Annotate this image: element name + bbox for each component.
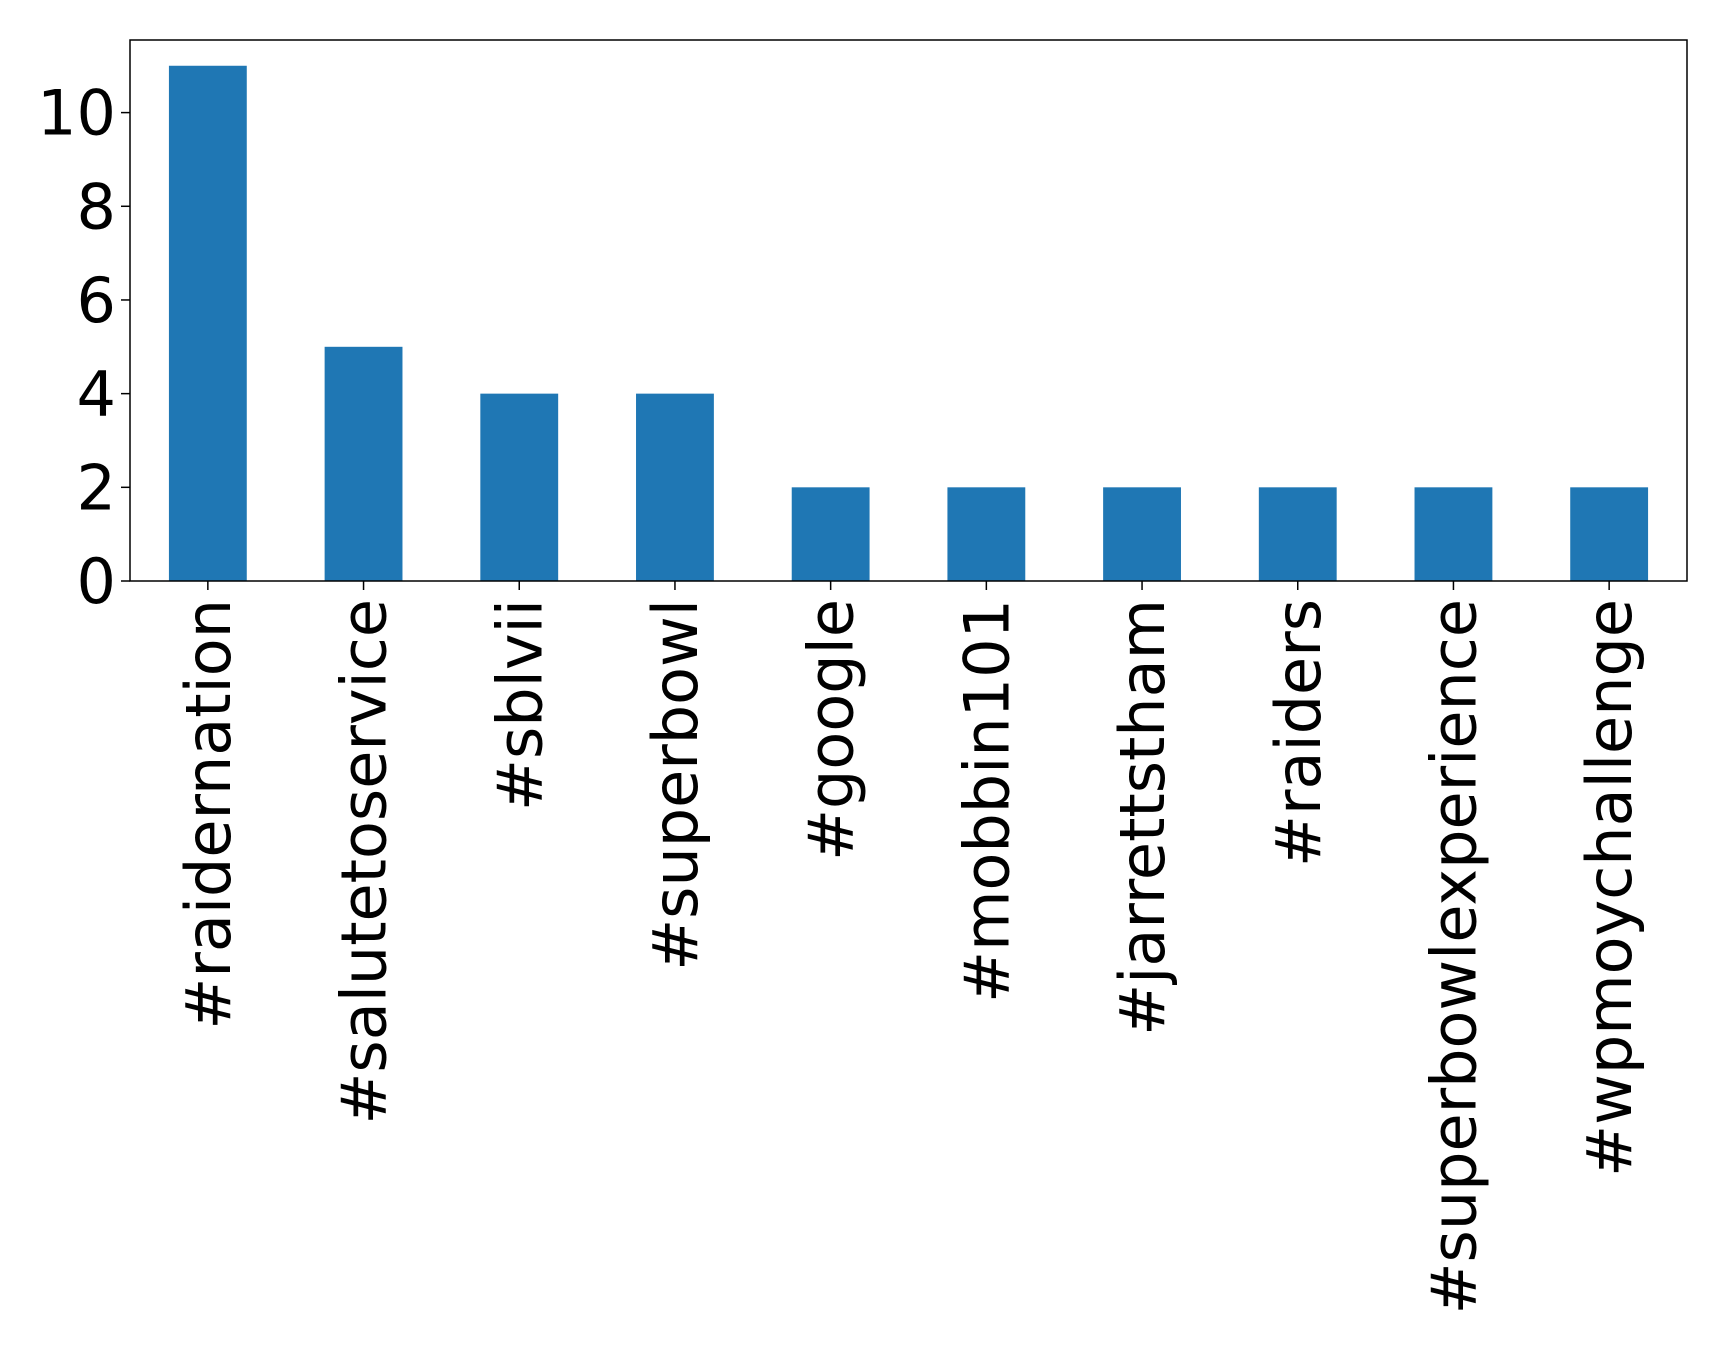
bar — [324, 346, 403, 581]
y-tick-label: 6 — [77, 264, 116, 337]
bar — [1258, 487, 1337, 581]
x-tick-label: #salutetoservice — [328, 599, 401, 1125]
x-tick-label: #superbowl — [639, 599, 712, 971]
y-tick-label: 2 — [77, 451, 116, 524]
x-tick-label: #jarrettstham — [1106, 599, 1179, 1036]
y-tick-label: 4 — [77, 358, 116, 431]
bar — [480, 393, 559, 581]
x-tick-label: #raidernation — [172, 599, 245, 1030]
y-tick-label: 0 — [77, 545, 116, 618]
x-tick-label: #google — [795, 599, 868, 861]
bar — [1103, 487, 1181, 581]
y-tick-label: 10 — [37, 77, 116, 150]
bar — [636, 393, 714, 581]
bar — [168, 65, 247, 581]
bar — [1414, 487, 1493, 581]
bar — [947, 487, 1026, 581]
x-tick-label: #superbowlexperience — [1417, 599, 1490, 1314]
x-tick-label: #mobbin101 — [950, 599, 1023, 1003]
bar — [1570, 487, 1649, 581]
x-tick-label: #wpmoychallenge — [1573, 599, 1646, 1177]
x-tick-label: #raiders — [1262, 599, 1335, 867]
plot-frame — [129, 39, 1688, 582]
x-tick-label: #sblvii — [483, 599, 556, 811]
bar — [791, 487, 870, 581]
y-tick-label: 8 — [77, 170, 116, 243]
